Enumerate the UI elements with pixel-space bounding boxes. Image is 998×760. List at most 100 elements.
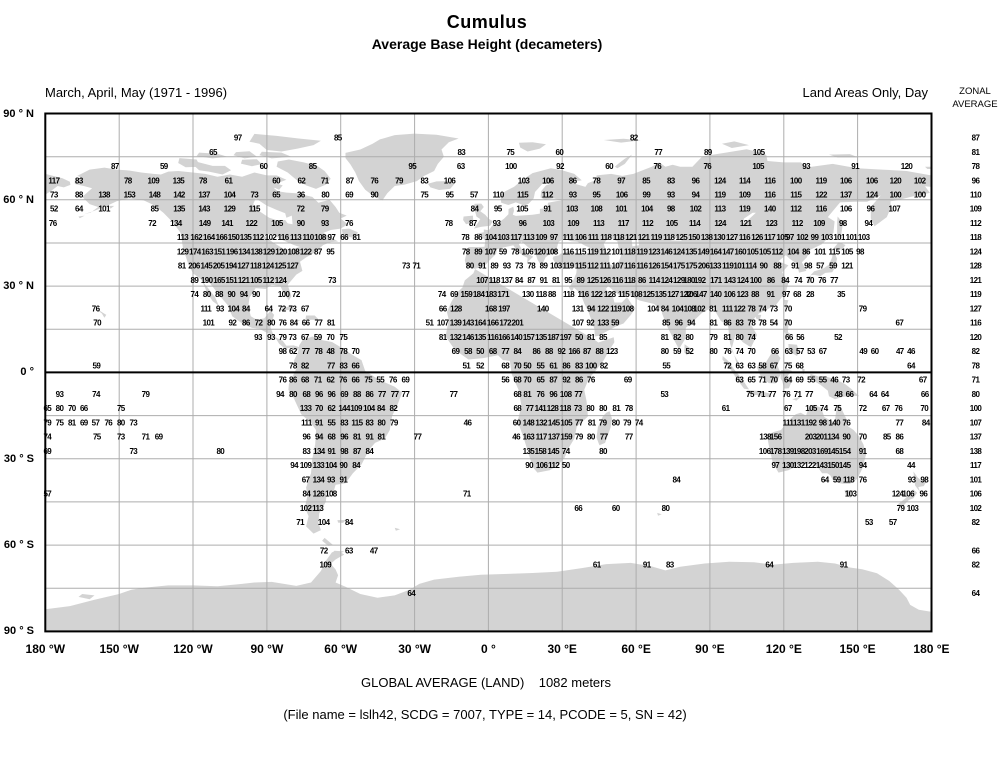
svg-text:78: 78 (461, 233, 470, 242)
svg-text:130: 130 (522, 290, 535, 299)
svg-text:75: 75 (506, 148, 515, 157)
svg-text:102: 102 (693, 304, 706, 313)
svg-text:165: 165 (213, 276, 226, 285)
svg-text:71: 71 (794, 390, 803, 399)
svg-text:107: 107 (572, 319, 585, 328)
svg-text:78: 78 (124, 176, 133, 185)
svg-text:55: 55 (819, 376, 828, 385)
svg-text:80: 80 (612, 418, 621, 427)
svg-text:70: 70 (315, 404, 324, 413)
svg-text:55: 55 (537, 361, 546, 370)
svg-text:91: 91 (366, 433, 375, 442)
svg-text:127: 127 (970, 304, 983, 313)
svg-text:119: 119 (587, 248, 599, 257)
svg-text:87: 87 (469, 219, 478, 228)
svg-text:64: 64 (972, 589, 981, 598)
svg-text:115: 115 (351, 418, 363, 427)
svg-text:90: 90 (760, 262, 769, 271)
svg-text:163: 163 (201, 248, 214, 257)
svg-text:190: 190 (201, 276, 214, 285)
svg-text:115: 115 (517, 191, 529, 200)
svg-text:92: 92 (586, 319, 595, 328)
svg-text:84: 84 (922, 418, 931, 427)
svg-text:86: 86 (802, 248, 811, 257)
svg-text:95: 95 (446, 191, 455, 200)
svg-text:114: 114 (689, 219, 701, 228)
svg-text:85: 85 (883, 433, 892, 442)
svg-text:104: 104 (672, 304, 685, 313)
svg-text:79: 79 (897, 504, 906, 513)
svg-text:180: 180 (683, 276, 696, 285)
svg-text:95: 95 (593, 191, 602, 200)
svg-text:128: 128 (604, 290, 617, 299)
svg-text:78: 78 (625, 404, 634, 413)
svg-text:59: 59 (833, 475, 842, 484)
svg-text:65: 65 (748, 376, 757, 385)
svg-text:114: 114 (649, 276, 661, 285)
svg-text:111: 111 (722, 304, 734, 313)
svg-text:65: 65 (272, 191, 281, 200)
svg-text:111: 111 (563, 233, 575, 242)
svg-text:106: 106 (866, 176, 879, 185)
svg-text:107: 107 (476, 276, 489, 285)
svg-text:87: 87 (583, 347, 592, 356)
svg-text:147: 147 (695, 290, 708, 299)
svg-text:79: 79 (43, 418, 52, 427)
svg-text:117: 117 (48, 176, 60, 185)
svg-text:96: 96 (549, 390, 558, 399)
svg-text:67: 67 (770, 361, 779, 370)
svg-text:73: 73 (574, 404, 583, 413)
svg-text:75: 75 (833, 404, 842, 413)
svg-text:159: 159 (461, 290, 474, 299)
svg-text:138: 138 (251, 248, 264, 257)
svg-text:80: 80 (321, 191, 330, 200)
svg-text:126: 126 (599, 276, 612, 285)
svg-text:66: 66 (785, 333, 794, 342)
svg-text:70: 70 (859, 433, 868, 442)
svg-text:157: 157 (523, 333, 536, 342)
svg-text:81: 81 (588, 418, 597, 427)
svg-text:101: 101 (833, 233, 846, 242)
svg-text:122: 122 (591, 290, 604, 299)
svg-text:116: 116 (562, 248, 574, 257)
svg-text:70: 70 (93, 319, 102, 328)
svg-text:86: 86 (562, 361, 571, 370)
svg-text:28: 28 (806, 290, 815, 299)
svg-text:91: 91 (543, 205, 552, 214)
svg-text:75: 75 (93, 433, 102, 442)
svg-text:60: 60 (605, 162, 614, 171)
svg-text:57: 57 (816, 262, 825, 271)
svg-text:123: 123 (648, 248, 661, 257)
svg-text:107: 107 (970, 418, 983, 427)
svg-text:74: 74 (562, 447, 571, 456)
svg-text:53: 53 (660, 390, 669, 399)
svg-text:48: 48 (835, 390, 844, 399)
svg-text:96: 96 (519, 219, 528, 228)
svg-text:86: 86 (723, 319, 732, 328)
svg-text:84: 84 (290, 319, 299, 328)
svg-text:105: 105 (250, 276, 263, 285)
svg-text:111: 111 (200, 304, 212, 313)
svg-text:93: 93 (802, 162, 811, 171)
svg-text:124: 124 (866, 191, 879, 200)
svg-text:196: 196 (226, 248, 239, 257)
svg-text:60: 60 (612, 504, 621, 513)
svg-text:203: 203 (805, 433, 818, 442)
svg-text:139: 139 (450, 319, 463, 328)
svg-text:78: 78 (972, 361, 981, 370)
svg-text:78: 78 (972, 162, 981, 171)
svg-text:50: 50 (575, 333, 584, 342)
svg-text:76: 76 (389, 376, 398, 385)
svg-text:110: 110 (493, 191, 505, 200)
svg-text:132: 132 (450, 333, 463, 342)
svg-text:66: 66 (771, 347, 780, 356)
svg-text:69: 69 (450, 290, 459, 299)
svg-text:110: 110 (302, 233, 314, 242)
svg-text:206: 206 (188, 262, 201, 271)
svg-text:82: 82 (301, 361, 310, 370)
svg-text:125: 125 (587, 276, 600, 285)
svg-text:96: 96 (675, 319, 684, 328)
svg-text:79: 79 (710, 333, 719, 342)
svg-text:64: 64 (784, 376, 793, 385)
svg-text:78: 78 (511, 248, 520, 257)
